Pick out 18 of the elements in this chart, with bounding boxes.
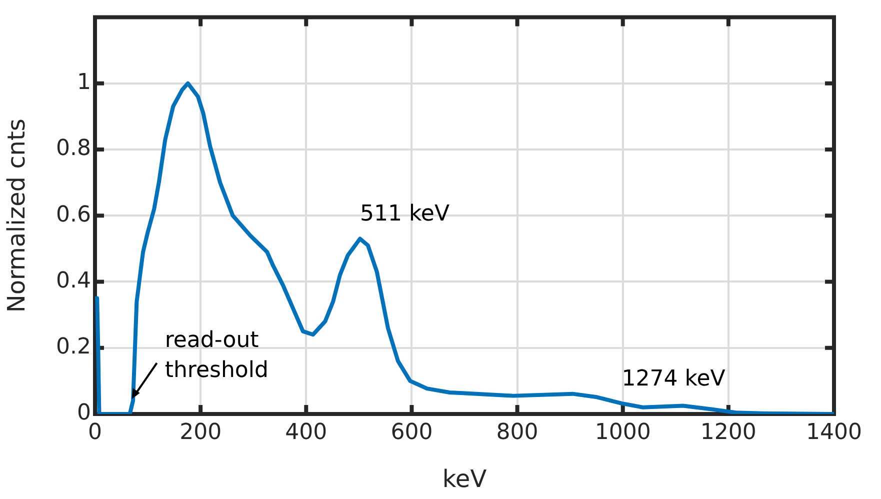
x-tick-label: 1200 — [700, 420, 756, 445]
annotation: 1274 keV — [622, 366, 726, 392]
y-tick-label: 0.6 — [56, 202, 91, 228]
y-tick-label: 0 — [77, 400, 91, 426]
y-tick-label: 0.8 — [56, 136, 91, 162]
annotation: 511 keV — [360, 202, 450, 227]
y-tick-label: 1 — [77, 70, 91, 96]
y-axis-title: Normalized cnts — [2, 118, 31, 313]
x-tick-label: 800 — [496, 420, 538, 445]
x-tick-label: 600 — [390, 420, 433, 445]
y-tick-label: 0.2 — [56, 334, 91, 360]
x-tick-label: 1400 — [806, 420, 862, 445]
x-tick-label: 200 — [180, 420, 222, 445]
x-tick-label: 1000 — [594, 420, 651, 445]
y-tick-label: 0.4 — [56, 268, 91, 294]
x-axis-title: keV — [442, 464, 488, 493]
x-tick-label: 400 — [285, 420, 328, 445]
annotation: read-out threshold — [164, 328, 268, 383]
